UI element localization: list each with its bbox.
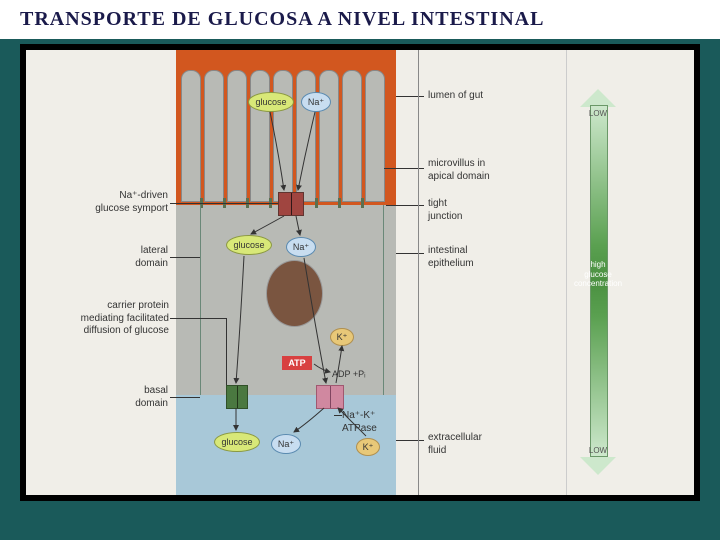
glucose-molecule: glucose [248, 92, 294, 112]
microvillus [181, 70, 201, 202]
tight-junction [361, 198, 364, 208]
arrow-head-icon [580, 457, 616, 475]
concentration-arrow: LOW high glucose concentration LOW [580, 85, 616, 475]
adp-label: ADP +Pᵢ [332, 369, 366, 380]
na-k-pump [316, 385, 344, 409]
diagram-frame: ATP glucose Na⁺ glucose Na⁺ K⁺ glucose N… [20, 44, 700, 501]
symport-label: Na⁺-driven glucose symport [88, 190, 168, 215]
label-line [170, 397, 200, 398]
lumen-label: lumen of gut [428, 90, 483, 103]
tight-label: tight junction [428, 198, 462, 223]
microvillus [296, 70, 316, 202]
microvillus [342, 70, 362, 202]
epithelium-label: intestinal epithelium [428, 245, 474, 270]
basal-label: basal domain [128, 385, 168, 410]
microvillus-label: microvillus in apical domain [428, 158, 490, 183]
glucose-carrier [226, 385, 248, 409]
atpase-label: Na⁺-K⁺ ATPase [342, 410, 377, 435]
gradient-mid-label: high glucose concentration [572, 260, 624, 289]
low-label: LOW [580, 109, 616, 118]
na-ion: Na⁺ [271, 434, 301, 454]
label-line [396, 253, 424, 254]
na-ion: Na⁺ [301, 92, 331, 112]
glucose-molecule: glucose [226, 235, 272, 255]
label-line [396, 440, 424, 441]
k-ion: K⁺ [356, 438, 380, 456]
na-ion: Na⁺ [286, 237, 316, 257]
carrier-label: carrier protein mediating facilitated di… [71, 300, 169, 338]
title-text: TRANSPORTE DE GLUCOSA A NIVEL INTESTINAL [20, 8, 544, 30]
divider [418, 50, 419, 495]
low-label: LOW [580, 446, 616, 455]
cell-border [200, 205, 201, 395]
microvillus [227, 70, 247, 202]
divider [566, 50, 567, 495]
label-line [226, 318, 227, 385]
label-line [170, 203, 278, 204]
tight-junction [338, 198, 341, 208]
k-ion: K⁺ [330, 328, 354, 346]
microvillus [273, 70, 293, 202]
label-line [396, 96, 424, 97]
label-line [170, 318, 226, 319]
extracellular-label: extracellular fluid [428, 432, 482, 457]
symport-transporter [278, 192, 304, 216]
microvillus [250, 70, 270, 202]
microvillus [365, 70, 385, 202]
page-title: TRANSPORTE DE GLUCOSA A NIVEL INTESTINAL [0, 0, 720, 39]
tight-junction [315, 198, 318, 208]
microvillus [319, 70, 339, 202]
microvillus [204, 70, 224, 202]
label-line [170, 257, 200, 258]
glucose-molecule: glucose [214, 432, 260, 452]
atp-label: ATP [282, 356, 312, 370]
cell-border [383, 205, 384, 395]
nucleus [266, 260, 323, 327]
label-line [334, 415, 342, 416]
diagram: ATP glucose Na⁺ glucose Na⁺ K⁺ glucose N… [26, 50, 694, 495]
lateral-label: lateral domain [128, 245, 168, 270]
